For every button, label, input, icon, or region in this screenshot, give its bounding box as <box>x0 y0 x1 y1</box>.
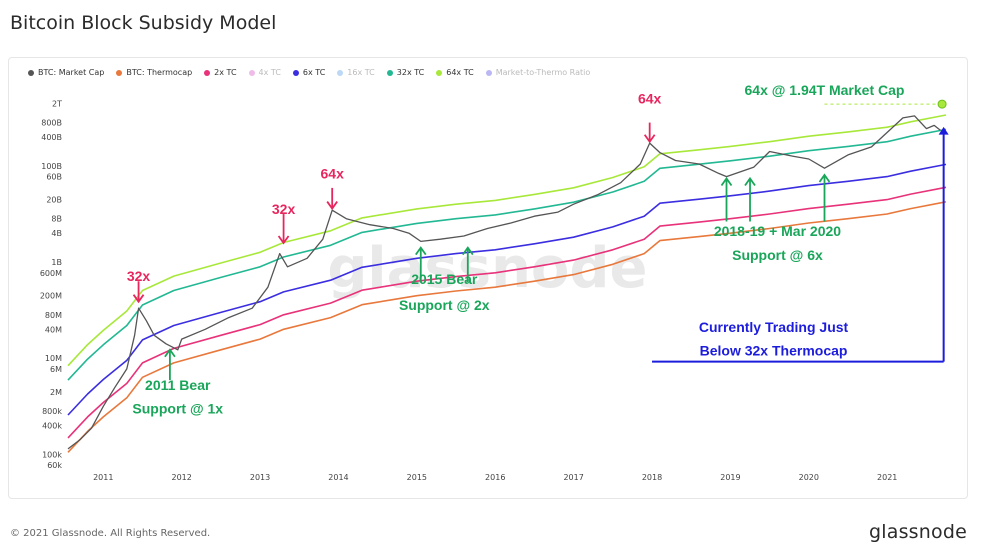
legend-swatch <box>485 69 492 76</box>
annotation-arrowhead <box>720 176 733 186</box>
annotation-arrowhead <box>818 173 831 183</box>
y-tick-label: 1B <box>51 258 62 267</box>
y-tick-label: 100B <box>41 162 62 171</box>
annotation-arrowhead <box>643 134 656 144</box>
y-tick-label: 60B <box>46 173 62 182</box>
legend-swatch <box>436 69 443 76</box>
annotation-arrowhead <box>415 246 427 256</box>
series-line-btc-thermocap <box>67 201 947 453</box>
annotation-label: 2011 Bear <box>145 377 211 393</box>
chart-legend: BTC: Market Cap BTC: Thermocap 2x TC 4x TC 6… <box>28 68 590 77</box>
brand-logo[interactable]: glassnode <box>869 521 967 543</box>
legend-label: 16x TC <box>347 68 375 77</box>
annotation-label: 2018-19 + Mar 2020 <box>714 223 841 239</box>
legend-item[interactable]: 4x TC <box>248 68 281 77</box>
x-tick-label: 2021 <box>877 473 897 482</box>
x-tick-label: 2020 <box>799 473 819 482</box>
legend-item[interactable]: Market-to-Thermo Ratio <box>485 68 591 77</box>
annotation-arrowhead <box>132 294 145 304</box>
y-tick-label: 6M <box>50 365 62 374</box>
series-line-6x-tc <box>67 163 947 416</box>
legend-label: 6x TC <box>302 68 326 77</box>
annotation-label: Currently Trading Just <box>699 319 849 335</box>
y-tick-label: 400k <box>42 421 62 430</box>
y-tick-label: 10M <box>45 354 62 363</box>
watermark-text: glassnode <box>327 236 647 301</box>
legend-item[interactable]: 6x TC <box>292 68 326 77</box>
annotation-label: 2015 Bear <box>411 271 478 287</box>
legend-swatch <box>248 69 255 76</box>
annotation-label: Below 32x Thermocap <box>700 342 848 358</box>
annotation-label: 64x @ 1.94T Market Cap <box>745 82 905 98</box>
annotation-arrowhead <box>744 176 756 186</box>
legend-label: 4x TC <box>258 68 281 77</box>
bracket-arrowhead <box>938 126 949 135</box>
annotation-arrowhead <box>277 235 290 245</box>
legend-swatch <box>28 69 34 76</box>
y-tick-label: 20B <box>46 196 62 205</box>
legend-label: 2x TC <box>214 68 237 77</box>
x-tick-label: 2016 <box>485 473 505 482</box>
legend-label: 32x TC <box>396 68 425 77</box>
y-tick-label: 2T <box>52 99 62 108</box>
legend-swatch <box>116 69 123 76</box>
y-tick-label: 80M <box>45 311 62 320</box>
y-tick-label: 600M <box>40 269 62 278</box>
legend-swatch <box>337 69 344 76</box>
x-tick-label: 2017 <box>563 473 583 482</box>
series-line-64x-tc <box>67 114 947 367</box>
copyright-text: © 2021 Glassnode. All Rights Reserved. <box>10 528 211 539</box>
y-tick-label: 60k <box>47 461 62 470</box>
y-tick-label: 8B <box>51 215 62 224</box>
y-tick-label: 100k <box>42 450 62 459</box>
series-line-2x-tc <box>67 186 947 439</box>
annotation-arrowhead <box>326 201 338 211</box>
x-tick-label: 2013 <box>250 473 270 482</box>
legend-label: BTC: Market Cap <box>38 68 105 77</box>
y-tick-label: 2M <box>50 388 62 397</box>
annotation-label: Support @ 2x <box>399 297 490 313</box>
projection-point <box>937 99 947 109</box>
series-line-32x-tc <box>67 128 947 381</box>
annotation-label: Support @ 1x <box>132 401 223 417</box>
annotation-label: 64x <box>321 165 345 181</box>
legend-item[interactable]: 64x TC <box>436 68 474 77</box>
annotation-label: Support @ 6x <box>732 247 823 263</box>
legend-label: 64x TC <box>446 68 474 77</box>
x-tick-label: 2012 <box>171 473 191 482</box>
y-tick-label: 40M <box>45 325 62 334</box>
x-tick-label: 2014 <box>328 473 348 482</box>
y-tick-label: 200M <box>40 292 62 301</box>
page-title: Bitcoin Block Subsidy Model <box>10 12 277 34</box>
legend-label: BTC: Thermocap <box>126 68 193 77</box>
x-tick-label: 2019 <box>720 473 740 482</box>
annotation-label: 64x <box>638 90 662 106</box>
annotation-arrowhead <box>462 246 474 256</box>
legend-swatch <box>204 69 211 76</box>
legend-label: Market-to-Thermo Ratio <box>495 68 591 77</box>
y-tick-label: 400B <box>41 133 62 142</box>
annotation-label: 32x <box>272 201 296 217</box>
y-tick-label: 800B <box>41 119 62 128</box>
legend-item[interactable]: BTC: Thermocap <box>116 68 192 77</box>
y-tick-label: 4B <box>51 229 62 238</box>
legend-item[interactable]: 16x TC <box>337 68 375 77</box>
x-tick-label: 2018 <box>642 473 662 482</box>
legend-swatch <box>386 69 393 76</box>
annotation-label: 32x <box>127 268 151 284</box>
x-tick-label: 2015 <box>407 473 427 482</box>
legend-item[interactable]: 32x TC <box>386 68 425 77</box>
series-line-btc-market-cap <box>67 115 941 450</box>
legend-item[interactable]: BTC: Market Cap <box>28 68 104 77</box>
legend-item[interactable]: 2x TC <box>204 68 237 77</box>
annotation-arrowhead <box>164 348 176 358</box>
legend-swatch <box>292 69 299 76</box>
y-tick-label: 800k <box>42 407 62 416</box>
x-tick-label: 2011 <box>93 473 113 482</box>
